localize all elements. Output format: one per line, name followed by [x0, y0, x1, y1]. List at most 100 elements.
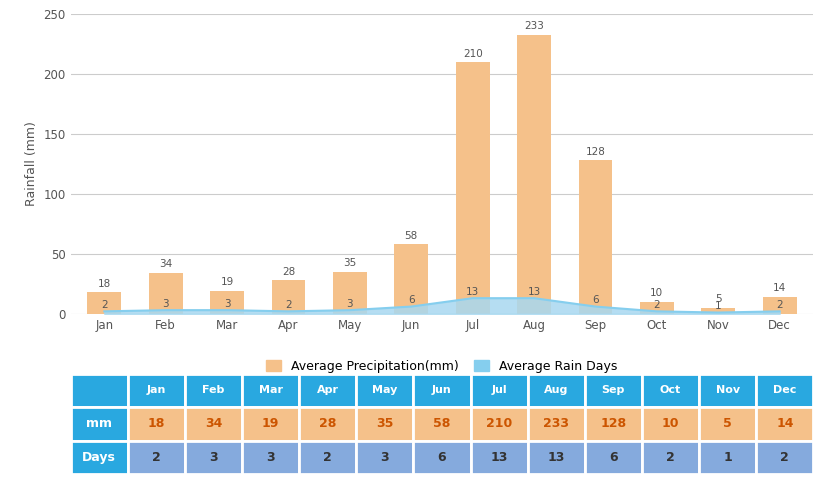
Bar — [456, 62, 490, 314]
Bar — [87, 292, 121, 314]
Text: Dec: Dec — [773, 386, 797, 395]
Bar — [71, 441, 128, 474]
Bar — [528, 441, 585, 474]
Bar — [185, 441, 242, 474]
Text: 3: 3 — [209, 451, 217, 464]
Text: 13: 13 — [466, 287, 479, 297]
Text: 14: 14 — [776, 417, 793, 431]
Bar — [517, 35, 551, 314]
Bar — [71, 407, 128, 441]
Text: mm: mm — [86, 417, 112, 431]
Text: 35: 35 — [376, 417, 393, 431]
Bar — [471, 407, 528, 441]
Text: 1: 1 — [723, 451, 732, 464]
Bar — [579, 160, 613, 314]
Text: 58: 58 — [433, 417, 451, 431]
Legend: Average Precipitation(mm), Average Rain Days: Average Precipitation(mm), Average Rain … — [262, 356, 622, 376]
Text: 2: 2 — [101, 300, 108, 310]
Bar — [413, 407, 471, 441]
Bar — [242, 407, 299, 441]
Text: Jun: Jun — [432, 386, 452, 395]
Text: 6: 6 — [437, 451, 447, 464]
Bar — [699, 374, 756, 407]
Bar — [356, 407, 413, 441]
Text: Apr: Apr — [317, 386, 339, 395]
Bar — [299, 374, 356, 407]
Text: 35: 35 — [344, 258, 357, 268]
Bar — [242, 374, 299, 407]
Bar — [271, 280, 305, 314]
Text: 3: 3 — [266, 451, 275, 464]
Text: Mar: Mar — [259, 386, 282, 395]
Text: 233: 233 — [544, 417, 569, 431]
Bar — [528, 407, 585, 441]
Text: Jan: Jan — [147, 386, 166, 395]
Text: 2: 2 — [776, 300, 783, 310]
Bar — [185, 374, 242, 407]
Bar — [299, 407, 356, 441]
Bar — [356, 374, 413, 407]
Text: Sep: Sep — [602, 386, 625, 395]
Text: 3: 3 — [347, 299, 354, 309]
Text: 2: 2 — [653, 300, 660, 310]
Bar — [699, 441, 756, 474]
Text: 3: 3 — [380, 451, 389, 464]
Bar — [333, 272, 367, 314]
Text: 10: 10 — [662, 417, 679, 431]
Bar — [585, 407, 642, 441]
Text: Jul: Jul — [491, 386, 507, 395]
Text: 2: 2 — [666, 451, 675, 464]
Bar — [701, 308, 735, 314]
Bar — [642, 441, 699, 474]
Text: 19: 19 — [221, 277, 234, 287]
Text: 128: 128 — [585, 147, 605, 157]
Text: 18: 18 — [148, 417, 165, 431]
Bar — [528, 374, 585, 407]
Text: 6: 6 — [408, 295, 415, 305]
Text: Days: Days — [82, 451, 116, 464]
Text: 2: 2 — [780, 451, 789, 464]
Text: 2: 2 — [286, 300, 292, 310]
Bar — [699, 407, 756, 441]
Bar — [299, 441, 356, 474]
Text: 13: 13 — [491, 451, 508, 464]
Text: 19: 19 — [261, 417, 279, 431]
Text: 233: 233 — [524, 21, 544, 31]
Bar — [242, 441, 299, 474]
Text: 6: 6 — [609, 451, 618, 464]
Text: 6: 6 — [592, 295, 598, 305]
Bar — [394, 244, 428, 314]
Bar — [356, 441, 413, 474]
Text: May: May — [372, 386, 398, 395]
Bar — [642, 374, 699, 407]
Text: 5: 5 — [723, 417, 732, 431]
Y-axis label: Rainfall (mm): Rainfall (mm) — [25, 122, 38, 206]
Bar — [149, 273, 183, 314]
Text: 1: 1 — [715, 301, 721, 311]
Text: 13: 13 — [548, 451, 565, 464]
Bar — [471, 374, 528, 407]
Bar — [585, 374, 642, 407]
Text: 58: 58 — [405, 231, 417, 241]
Text: 5: 5 — [715, 294, 721, 304]
Text: 34: 34 — [159, 260, 173, 269]
Text: 3: 3 — [224, 299, 231, 309]
Bar — [756, 374, 813, 407]
Bar — [128, 374, 185, 407]
Text: 13: 13 — [527, 287, 540, 297]
Text: 210: 210 — [463, 49, 482, 59]
Bar — [585, 441, 642, 474]
Text: Feb: Feb — [203, 386, 225, 395]
Bar — [471, 441, 528, 474]
Bar — [756, 441, 813, 474]
Text: Oct: Oct — [660, 386, 681, 395]
Bar — [756, 407, 813, 441]
Text: 14: 14 — [773, 284, 786, 293]
Text: 2: 2 — [152, 451, 161, 464]
Text: Aug: Aug — [544, 386, 569, 395]
Bar — [128, 441, 185, 474]
Text: 2: 2 — [324, 451, 332, 464]
Text: 210: 210 — [486, 417, 512, 431]
Text: 10: 10 — [650, 288, 663, 298]
Text: 128: 128 — [600, 417, 627, 431]
